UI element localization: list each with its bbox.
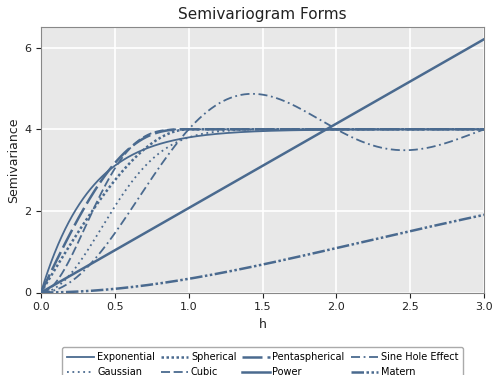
Legend: Exponential, Gaussian, Spherical, Cubic, Pentaspherical, Power, Sine Hole Effect: Exponential, Gaussian, Spherical, Cubic,… xyxy=(62,348,463,375)
Y-axis label: Semivariance: Semivariance xyxy=(7,117,20,202)
Title: Semivariogram Forms: Semivariogram Forms xyxy=(178,7,347,22)
X-axis label: h: h xyxy=(258,318,266,331)
